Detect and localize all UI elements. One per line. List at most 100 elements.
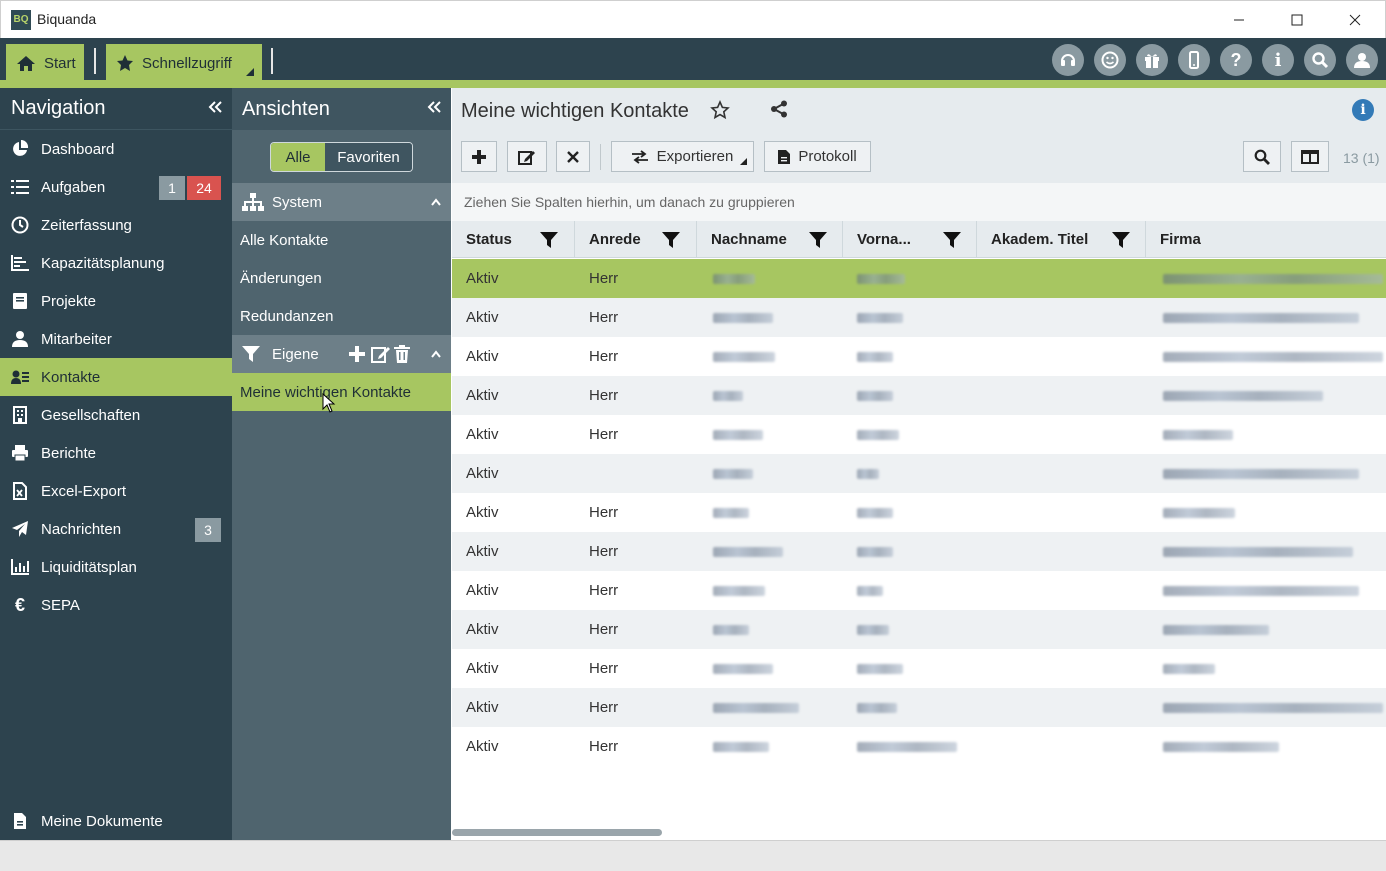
support-button[interactable] (1052, 44, 1084, 76)
feedback-button[interactable] (1094, 44, 1126, 76)
help-button[interactable]: ? (1220, 44, 1252, 76)
nav-item-nachrichten[interactable]: Nachrichten 3 (0, 510, 232, 548)
table-row[interactable]: Aktiv Herr (452, 649, 1386, 688)
table-row[interactable]: Aktiv Herr (452, 298, 1386, 337)
toggle-all-button[interactable]: Alle (271, 143, 325, 171)
view-item-redundanzen[interactable]: Redundanzen (240, 307, 334, 325)
gift-icon (1145, 54, 1159, 68)
nav-item-excel-export[interactable]: Excel-Export (0, 472, 232, 510)
redacted-lastname (713, 625, 749, 635)
mobile-button[interactable] (1178, 44, 1210, 76)
share-icon (771, 100, 787, 118)
column-header-nachname[interactable]: Nachname (697, 221, 843, 258)
section-system-header[interactable]: System (232, 183, 451, 221)
table-row[interactable]: Aktiv Herr (452, 376, 1386, 415)
home-icon (17, 56, 35, 71)
table-row[interactable]: Aktiv Herr (452, 532, 1386, 571)
nav-item-berichte[interactable]: Berichte (0, 434, 232, 472)
tab-start-label: Start (44, 54, 76, 72)
user-button[interactable] (1346, 44, 1378, 76)
top-icon-bar: ? i (1052, 44, 1378, 76)
edit-icon (371, 347, 390, 363)
filter-icon[interactable] (943, 231, 961, 253)
tab-start[interactable]: Start (6, 44, 84, 82)
delete-button[interactable] (556, 141, 590, 172)
column-header-status[interactable]: Status (452, 221, 575, 258)
delete-view-button[interactable] (394, 345, 410, 367)
nav-item-mitarbeiter[interactable]: Mitarbeiter (0, 320, 232, 358)
gift-button[interactable] (1136, 44, 1168, 76)
column-header-firma[interactable]: Firma (1146, 221, 1386, 258)
column-chooser-button[interactable] (1291, 141, 1329, 172)
favorite-button[interactable] (710, 100, 730, 125)
views-panel: Ansichten Alle Favoriten System Alle Kon… (232, 88, 451, 840)
toggle-favorites-button[interactable]: Favoriten (325, 143, 412, 171)
nav-item-dashboard[interactable]: Dashboard (0, 130, 232, 168)
table-row[interactable]: Aktiv Herr (452, 415, 1386, 454)
mouse-cursor-icon (322, 393, 336, 413)
column-header-anrede[interactable]: Anrede (575, 221, 697, 258)
column-label: Nachname (711, 231, 787, 248)
nav-item-label: Meine Dokumente (41, 812, 163, 830)
minimize-icon (1234, 19, 1244, 21)
cell-status: Aktiv (466, 348, 499, 365)
group-by-drop-zone[interactable]: Ziehen Sie Spalten hierhin, um danach zu… (452, 183, 1386, 221)
nav-item-projekte[interactable]: Projekte (0, 282, 232, 320)
protocol-button[interactable]: Protokoll (764, 141, 871, 172)
view-item-aenderungen[interactable]: Änderungen (240, 269, 322, 287)
share-button[interactable] (770, 100, 788, 123)
grid-search-button[interactable] (1243, 141, 1281, 172)
filter-icon[interactable] (540, 231, 558, 253)
nav-item-kapazitaetsplanung[interactable]: Kapazitätsplanung (0, 244, 232, 282)
cell-status: Aktiv (466, 582, 499, 599)
nav-item-sepa[interactable]: € SEPA (0, 586, 232, 624)
table-row[interactable]: Aktiv Herr (452, 727, 1386, 766)
filter-icon[interactable] (662, 231, 680, 253)
record-count: 13 (1) (1343, 150, 1380, 166)
table-row[interactable]: Aktiv Herr (452, 259, 1386, 298)
collapse-navigation-button[interactable] (208, 100, 222, 118)
add-button[interactable] (461, 141, 497, 172)
edit-view-button[interactable] (371, 345, 391, 367)
add-view-button[interactable] (348, 345, 366, 367)
tasks-icon (11, 178, 29, 196)
nav-item-zeiterfassung[interactable]: Zeiterfassung (0, 206, 232, 244)
minimize-button[interactable] (1210, 1, 1268, 39)
redacted-firstname (857, 742, 957, 752)
nav-item-aufgaben[interactable]: Aufgaben 1 24 (0, 168, 232, 206)
table-row[interactable]: Aktiv Herr (452, 571, 1386, 610)
table-row[interactable]: Aktiv (452, 454, 1386, 493)
edit-button[interactable] (507, 141, 547, 172)
info-button[interactable]: i (1352, 99, 1374, 121)
export-button[interactable]: Exportieren (611, 141, 754, 172)
horizontal-scrollbar[interactable] (452, 829, 662, 836)
cell-status: Aktiv (466, 270, 499, 287)
view-item-meine-wichtigen-kontakte[interactable]: Meine wichtigen Kontakte (232, 373, 451, 411)
search-button[interactable] (1304, 44, 1336, 76)
nav-item-kontakte[interactable]: Kontakte (0, 358, 232, 396)
filter-icon[interactable] (809, 231, 827, 253)
cell-status: Aktiv (466, 465, 499, 482)
table-row[interactable]: Aktiv Herr (452, 337, 1386, 376)
column-header-akadem-titel[interactable]: Akadem. Titel (977, 221, 1146, 258)
nav-item-gesellschaften[interactable]: Gesellschaften (0, 396, 232, 434)
support-icon (1061, 54, 1075, 66)
redacted-company (1163, 274, 1383, 284)
maximize-button[interactable] (1268, 1, 1326, 39)
table-row[interactable]: Aktiv Herr (452, 610, 1386, 649)
close-button[interactable] (1326, 1, 1384, 39)
filter-icon[interactable] (1112, 231, 1130, 253)
nav-item-meine-dokumente[interactable]: Meine Dokumente (0, 802, 232, 840)
table-row[interactable]: Aktiv Herr (452, 493, 1386, 532)
view-item-alle-kontakte[interactable]: Alle Kontakte (240, 231, 329, 249)
table-row[interactable]: Aktiv Herr (452, 688, 1386, 727)
redacted-company (1163, 352, 1383, 362)
cell-anrede: Herr (589, 621, 619, 638)
nav-item-liquiditaetsplan[interactable]: Liquiditätsplan (0, 548, 232, 586)
collapse-views-button[interactable] (427, 100, 441, 118)
main-header: Meine wichtigen Kontakte i (452, 88, 1386, 130)
section-eigene-header[interactable]: Eigene (232, 335, 451, 373)
column-header-vorname[interactable]: Vorna... (843, 221, 977, 258)
tab-schnellzugriff[interactable]: Schnellzugriff (106, 44, 262, 82)
info-button[interactable]: i (1262, 44, 1294, 76)
